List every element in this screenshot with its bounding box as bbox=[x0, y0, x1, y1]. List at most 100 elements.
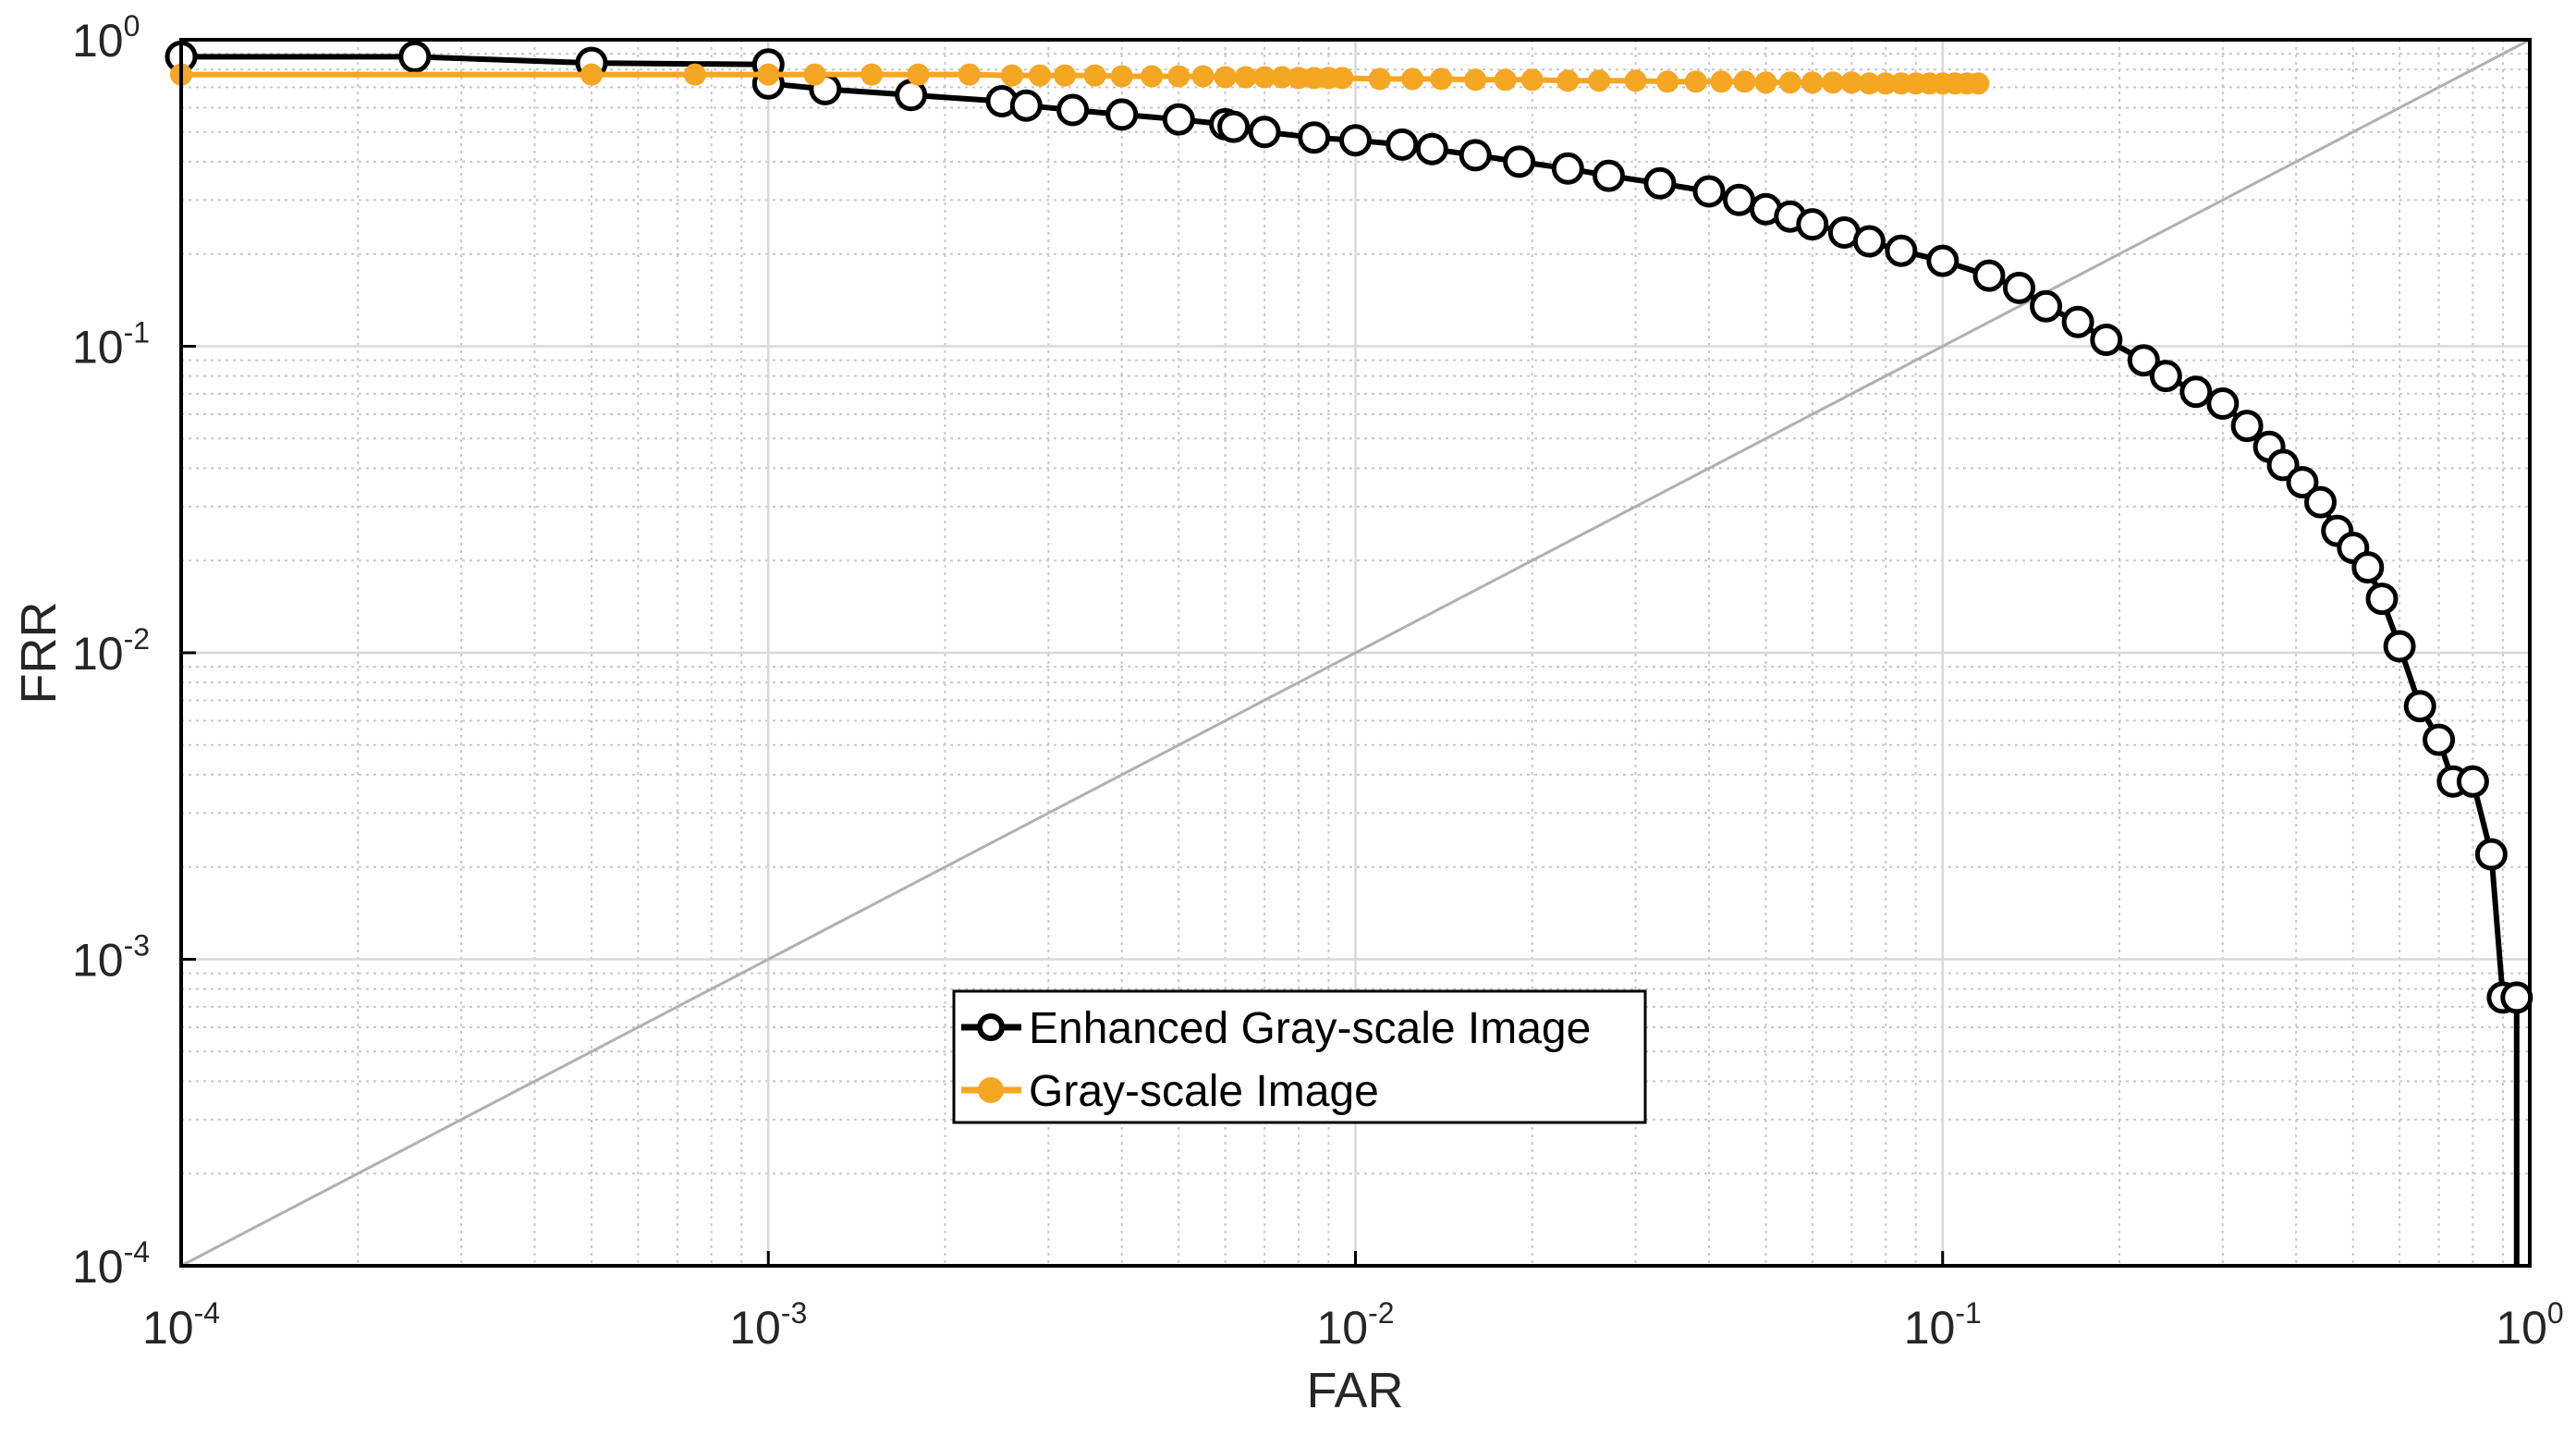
data-point-enhanced-gray-scale-image bbox=[1885, 234, 1918, 267]
x-tick-label: 100 bbox=[2496, 1296, 2563, 1354]
legend: Enhanced Gray-scale Image Gray-scale Ima… bbox=[952, 989, 1647, 1124]
x-axis-label: FAR bbox=[1306, 1363, 1403, 1418]
data-point-gray-scale-image bbox=[958, 63, 981, 86]
data-point-gray-scale-image bbox=[1801, 71, 1824, 94]
data-point-enhanced-gray-scale-image bbox=[2456, 765, 2489, 798]
data-point-gray-scale-image bbox=[580, 63, 603, 86]
data-point-enhanced-gray-scale-image bbox=[2206, 387, 2240, 420]
data-point-enhanced-gray-scale-image bbox=[2365, 583, 2399, 616]
data-point-enhanced-gray-scale-image bbox=[1692, 175, 1726, 208]
data-point-enhanced-gray-scale-image bbox=[1551, 152, 1584, 185]
legend-box bbox=[952, 989, 1647, 1124]
data-point-enhanced-gray-scale-image bbox=[2383, 630, 2416, 663]
data-point-gray-scale-image bbox=[907, 63, 930, 86]
data-point-gray-scale-image bbox=[1754, 71, 1777, 94]
data-point-gray-scale-image bbox=[1656, 70, 1679, 93]
grid-minor bbox=[181, 40, 2530, 1266]
data-point-gray-scale-image bbox=[1967, 72, 1990, 95]
data-point-enhanced-gray-scale-image bbox=[1926, 244, 1959, 277]
data-point-enhanced-gray-scale-image bbox=[1972, 259, 2006, 292]
data-point-gray-scale-image bbox=[683, 63, 706, 86]
data-point-gray-scale-image bbox=[1368, 67, 1391, 91]
data-point-enhanced-gray-scale-image bbox=[2179, 375, 2213, 409]
x-tick-label: 10-4 bbox=[142, 1296, 220, 1354]
data-point-gray-scale-image bbox=[1083, 64, 1106, 87]
data-point-enhanced-gray-scale-image bbox=[1386, 128, 1419, 161]
data-point-enhanced-gray-scale-image bbox=[2003, 271, 2035, 304]
data-point-enhanced-gray-scale-image bbox=[2403, 690, 2436, 723]
data-point-enhanced-gray-scale-image bbox=[1339, 124, 1372, 157]
data-point-enhanced-gray-scale-image bbox=[1298, 121, 1331, 154]
y-axis-label: FRR bbox=[11, 602, 67, 705]
data-point-gray-scale-image bbox=[1401, 67, 1424, 91]
data-point-enhanced-gray-scale-image bbox=[2423, 723, 2456, 756]
data-point-enhanced-gray-scale-image bbox=[1415, 132, 1448, 166]
data-point-gray-scale-image bbox=[1029, 64, 1051, 87]
data-point-enhanced-gray-scale-image bbox=[1248, 116, 1281, 149]
x-axis-ticks: 10-4 10-3 10-2 10-1 100 bbox=[142, 1251, 2564, 1354]
data-point-enhanced-gray-scale-image bbox=[2351, 551, 2385, 584]
data-point-gray-scale-image bbox=[1684, 70, 1707, 93]
x-tick-label: 10-2 bbox=[1316, 1296, 1394, 1354]
data-point-enhanced-gray-scale-image bbox=[1459, 139, 1492, 172]
data-point-enhanced-gray-scale-image bbox=[2090, 324, 2123, 356]
data-point-enhanced-gray-scale-image bbox=[1162, 103, 1195, 136]
data-point-enhanced-gray-scale-image bbox=[1056, 93, 1090, 127]
data-point-enhanced-gray-scale-image bbox=[2286, 466, 2319, 499]
data-point-enhanced-gray-scale-image bbox=[2500, 981, 2533, 1014]
data-point-enhanced-gray-scale-image bbox=[1723, 183, 1755, 216]
data-point-gray-scale-image bbox=[1588, 69, 1611, 92]
data-point-gray-scale-image bbox=[861, 63, 884, 86]
data-point-gray-scale-image bbox=[1000, 64, 1023, 87]
data-point-enhanced-gray-scale-image bbox=[2474, 838, 2508, 871]
y-tick-label: 10-2 bbox=[72, 622, 150, 680]
legend-label-gray: Gray-scale Image bbox=[1029, 1067, 1379, 1116]
data-point-gray-scale-image bbox=[1430, 67, 1453, 91]
data-point-gray-scale-image bbox=[803, 63, 826, 86]
data-point-gray-scale-image bbox=[1214, 66, 1237, 89]
data-point-gray-scale-image bbox=[1557, 69, 1580, 92]
data-point-gray-scale-image bbox=[1520, 68, 1544, 92]
data-point-enhanced-gray-scale-image bbox=[1643, 166, 1677, 200]
data-point-gray-scale-image bbox=[1167, 65, 1190, 88]
data-point-gray-scale-image bbox=[1141, 65, 1164, 88]
series-layer bbox=[165, 40, 2533, 1266]
x-tick-label: 10-3 bbox=[729, 1296, 807, 1354]
data-point-enhanced-gray-scale-image bbox=[2149, 360, 2182, 393]
data-point-enhanced-gray-scale-image bbox=[895, 79, 928, 112]
legend-swatch-enhanced-marker bbox=[977, 1013, 1005, 1041]
data-point-gray-scale-image bbox=[757, 63, 780, 86]
data-point-enhanced-gray-scale-image bbox=[1217, 110, 1251, 143]
data-point-enhanced-gray-scale-image bbox=[2061, 305, 2094, 338]
data-point-enhanced-gray-scale-image bbox=[2030, 289, 2063, 323]
data-point-gray-scale-image bbox=[1778, 71, 1801, 94]
data-point-gray-scale-image bbox=[1710, 70, 1733, 93]
data-point-enhanced-gray-scale-image bbox=[398, 40, 432, 73]
data-point-enhanced-gray-scale-image bbox=[2304, 485, 2337, 519]
y-axis-ticks: 10-4 10-3 10-2 10-1 100 bbox=[72, 9, 196, 1293]
data-point-enhanced-gray-scale-image bbox=[1593, 159, 1625, 192]
data-point-enhanced-gray-scale-image bbox=[1009, 89, 1043, 122]
data-point-gray-scale-image bbox=[1331, 67, 1354, 90]
diagonal-reference-line bbox=[180, 38, 2531, 1268]
legend-label-enhanced: Enhanced Gray-scale Image bbox=[1029, 1004, 1591, 1053]
data-point-gray-scale-image bbox=[1733, 70, 1756, 93]
data-point-gray-scale-image bbox=[1624, 69, 1647, 92]
data-point-gray-scale-image bbox=[1191, 65, 1215, 88]
data-point-enhanced-gray-scale-image bbox=[2127, 344, 2160, 377]
data-point-enhanced-gray-scale-image bbox=[1105, 98, 1139, 131]
data-point-gray-scale-image bbox=[1234, 66, 1257, 89]
data-point-gray-scale-image bbox=[1464, 68, 1487, 92]
data-point-enhanced-gray-scale-image bbox=[1852, 225, 1886, 258]
y-tick-label: 10-1 bbox=[72, 316, 150, 374]
data-point-enhanced-gray-scale-image bbox=[1796, 208, 1829, 241]
data-point-gray-scale-image bbox=[1821, 71, 1844, 94]
data-point-gray-scale-image bbox=[1494, 68, 1517, 92]
y-tick-label: 10-3 bbox=[72, 929, 150, 987]
data-point-gray-scale-image bbox=[1110, 65, 1133, 88]
data-point-gray-scale-image bbox=[1054, 64, 1077, 87]
y-tick-label: 100 bbox=[72, 9, 140, 67]
y-tick-label: 10-4 bbox=[72, 1235, 150, 1293]
legend-swatch-gray-marker bbox=[978, 1077, 1004, 1103]
